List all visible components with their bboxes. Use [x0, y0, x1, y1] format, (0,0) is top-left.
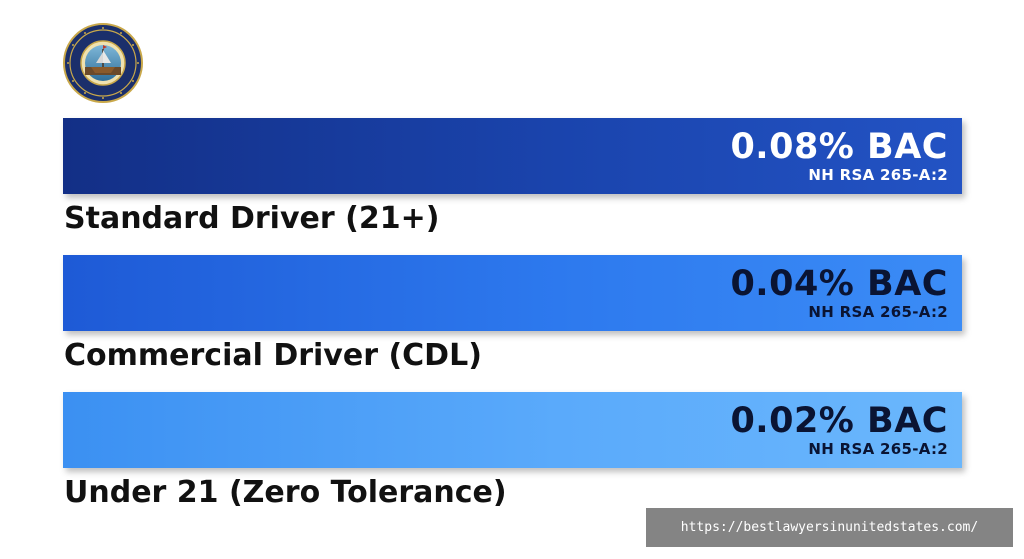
- driver-category-label: Under 21 (Zero Tolerance): [64, 475, 507, 510]
- driver-category-label: Commercial Driver (CDL): [64, 338, 482, 373]
- statute-reference: NH RSA 265-A:2: [808, 440, 948, 458]
- statute-reference: NH RSA 265-A:2: [808, 166, 948, 184]
- bac-limit-value: 0.08% BAC: [730, 127, 948, 167]
- statute-reference: NH RSA 265-A:2: [808, 303, 948, 321]
- source-url-watermark: https://bestlawyersinunitedstates.com/: [646, 508, 1013, 547]
- bac-limit-value: 0.04% BAC: [730, 264, 948, 304]
- bac-bar-under-21: 0.02% BAC NH RSA 265-A:2: [63, 392, 962, 468]
- state-seal-icon: [63, 23, 143, 103]
- bac-bar-standard: 0.08% BAC NH RSA 265-A:2: [63, 118, 962, 194]
- bac-limit-value: 0.02% BAC: [730, 401, 948, 441]
- driver-category-label: Standard Driver (21+): [64, 201, 440, 236]
- bac-bar-commercial: 0.04% BAC NH RSA 265-A:2: [63, 255, 962, 331]
